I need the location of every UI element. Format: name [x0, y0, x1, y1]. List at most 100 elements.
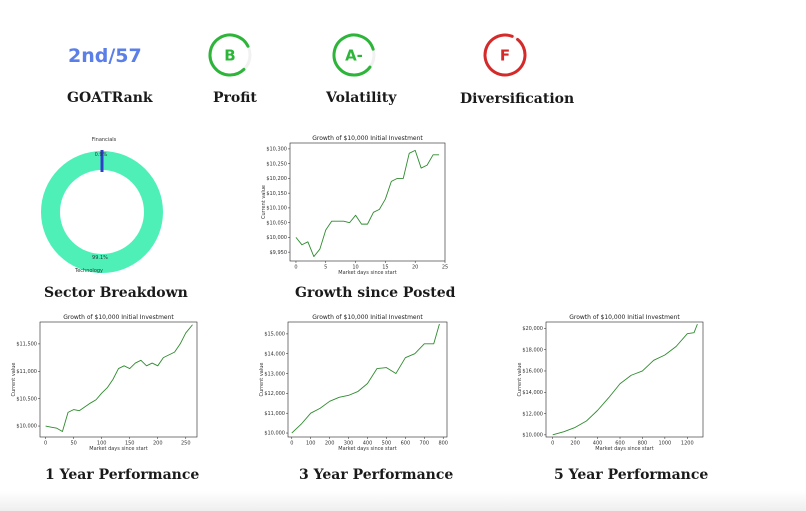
five-year-chart: Growth of $10,000 Initial Investment 0 200… [517, 314, 704, 452]
x-tick-label: 500 [382, 441, 392, 447]
plot-frame [39, 321, 198, 438]
x-tick-label: 0 [44, 441, 47, 447]
x-tick-label: 200 [325, 441, 335, 447]
x-tick-label: 800 [638, 441, 648, 447]
y-tick-label: $18,000 [522, 347, 543, 353]
y-tick-label: $12,000 [522, 411, 543, 417]
x-axis-label: Market days since start [89, 446, 147, 452]
plot-frame [545, 321, 704, 438]
x-tick-label: 400 [363, 441, 373, 447]
profit-grade-badge: B [208, 33, 252, 77]
y-tick-label: $11,500 [16, 342, 37, 348]
x-tick-label: 5 [324, 265, 327, 271]
bottom-fade [0, 491, 806, 511]
series-line [552, 323, 698, 436]
y-tick-label: $11,000 [16, 369, 37, 375]
y-tick-label: $10,000 [264, 431, 285, 437]
legend-technology: Technology [74, 268, 103, 274]
y-tick-label: $13,000 [264, 371, 285, 377]
diversification-grade-letter: F [500, 47, 510, 65]
y-tick-label: $10,500 [16, 396, 37, 402]
y-tick-label: $10,050 [266, 220, 287, 226]
profit-grade-arc [208, 33, 250, 77]
sector-breakdown-title: Sector Breakdown [44, 285, 188, 301]
y-tick-label: $15,000 [264, 332, 285, 338]
y-tick-label: $14,000 [264, 351, 285, 357]
sector-slice-technology [41, 151, 163, 273]
x-tick-label: 200 [570, 441, 580, 447]
profit-grade-letter: B [224, 47, 235, 65]
y-tick-label: $16,000 [522, 369, 543, 375]
plot-frame [289, 142, 446, 262]
x-tick-label: 100 [306, 441, 316, 447]
x-tick-label: 300 [344, 441, 354, 447]
y-tick-label: $10,250 [266, 161, 287, 167]
plot-frame [287, 321, 448, 438]
series-line [45, 324, 193, 432]
y-axis-label: Current value [259, 362, 265, 396]
legend-financials: Financials [92, 137, 117, 143]
one-year-chart: Growth of $10,000 Initial Investment 0 50 1… [11, 314, 198, 452]
y-tick-label: $10,100 [266, 206, 287, 212]
x-tick-label: 0 [551, 441, 554, 447]
chart-title: Growth of $10,000 Initial Investment [312, 314, 423, 321]
label-technology-pct: 99.1% [92, 255, 108, 261]
x-axis-label: Market days since start [338, 270, 396, 276]
chart-title: Growth of $10,000 Initial Investment [569, 314, 680, 321]
x-tick-label: 25 [442, 265, 448, 271]
y-tick-label: $10,200 [266, 176, 287, 182]
x-tick-label: 50 [70, 441, 76, 447]
growth-since-posted-chart: Growth of $10,000 Initial Investment 0 5 10… [261, 135, 448, 276]
x-tick-label: 600 [401, 441, 411, 447]
x-tick-label: 700 [420, 441, 430, 447]
x-tick-label: 100 [97, 441, 107, 447]
series-line [291, 323, 440, 434]
x-tick-label: 20 [412, 265, 418, 271]
y-tick-label: $10,300 [266, 147, 287, 153]
y-tick-label: $10,150 [266, 191, 287, 197]
y-axis-label: Current value [517, 362, 523, 396]
x-tick-label: 600 [615, 441, 625, 447]
goat-rank-label: GOATRank [67, 90, 153, 106]
goat-rank-value: 2nd/57 [68, 45, 142, 67]
label-financials-pct: 0.9% [95, 152, 108, 158]
x-tick-label: 250 [181, 441, 191, 447]
x-tick-label: 400 [593, 441, 603, 447]
one-year-title: 1 Year Performance [45, 467, 200, 483]
x-tick-label: 0 [290, 441, 293, 447]
y-tick-label: $11,000 [264, 411, 285, 417]
profit-label: Profit [213, 90, 257, 106]
chart-title: Growth of $10,000 Initial Investment [312, 135, 423, 142]
x-tick-label: 15 [382, 265, 388, 271]
series-line [295, 149, 440, 258]
three-year-chart: Growth of $10,000 Initial Investment 0 100… [259, 314, 448, 452]
diversification-label: Diversification [460, 91, 575, 107]
x-tick-label: 200 [153, 441, 163, 447]
x-axis-label: Market days since start [595, 446, 653, 452]
diversification-grade-arc [483, 33, 527, 77]
volatility-grade-letter: A- [345, 47, 363, 65]
y-tick-label: $10,000 [16, 424, 37, 430]
x-tick-label: 150 [125, 441, 135, 447]
volatility-grade-badge: A- [332, 33, 376, 77]
y-axis-label: Current value [261, 185, 267, 219]
chart-title: Growth of $10,000 Initial Investment [63, 314, 174, 321]
three-year-title: 3 Year Performance [299, 467, 454, 483]
volatility-grade-arc [332, 33, 375, 77]
diversification-grade-badge: F [483, 33, 527, 77]
y-tick-label: $10,000 [266, 235, 287, 241]
x-tick-label: 10 [352, 265, 358, 271]
y-tick-label: $10,000 [522, 433, 543, 439]
y-tick-label: $14,000 [522, 390, 543, 396]
y-axis-label: Current value [11, 362, 17, 396]
five-year-title: 5 Year Performance [554, 467, 709, 483]
growth-since-posted-title: Growth since Posted [295, 285, 456, 301]
y-tick-label: $20,000 [522, 326, 543, 332]
sector-donut-chart: Financials 0.9% 99.1% Technology [41, 137, 163, 274]
y-tick-label: $12,000 [264, 391, 285, 397]
x-tick-label: 800 [438, 441, 448, 447]
x-tick-label: 1200 [681, 441, 694, 447]
volatility-label: Volatility [326, 90, 397, 106]
x-axis-label: Market days since start [338, 446, 396, 452]
x-tick-label: 0 [294, 265, 297, 271]
